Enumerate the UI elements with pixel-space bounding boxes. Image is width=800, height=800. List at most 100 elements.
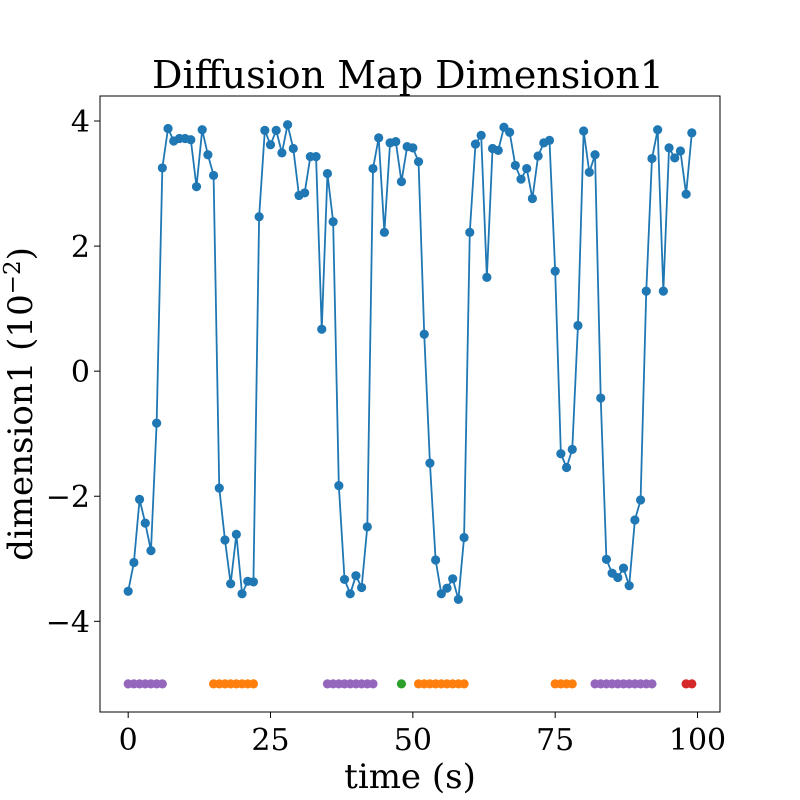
- data-point: [277, 148, 287, 158]
- data-point: [357, 582, 367, 593]
- data-point: [396, 177, 407, 187]
- data-point: [681, 189, 691, 199]
- data-point: [152, 418, 162, 428]
- plot-frame: [99, 95, 721, 713]
- data-point: [197, 125, 207, 135]
- data-point: [448, 574, 458, 584]
- chart-title: Diffusion Map Dimension1: [152, 53, 664, 97]
- data-point: [146, 546, 156, 556]
- state-marker-purple: [368, 679, 378, 689]
- data-point: [123, 586, 133, 596]
- data-point: [140, 518, 150, 528]
- state-marker-purple: [157, 679, 167, 689]
- data-point: [561, 462, 572, 473]
- data-point: [271, 125, 281, 135]
- data-point: [334, 481, 344, 491]
- data-point: [345, 589, 355, 599]
- x-tick-label: 25: [251, 723, 289, 758]
- data-point: [579, 126, 589, 136]
- data-point: [260, 125, 270, 135]
- data-point: [590, 150, 600, 160]
- data-point: [413, 157, 424, 167]
- data-point: [641, 286, 651, 296]
- data-point: [351, 571, 361, 581]
- data-point: [368, 163, 378, 174]
- data-point: [516, 174, 526, 184]
- data-point: [647, 153, 657, 164]
- data-point: [556, 449, 566, 459]
- data-point: [425, 458, 435, 468]
- data-point: [317, 324, 327, 334]
- data-point: [134, 494, 145, 504]
- data-point: [653, 125, 663, 135]
- state-marker-red: [687, 679, 697, 689]
- state-markers-layer: [123, 679, 697, 689]
- data-point: [442, 583, 452, 593]
- data-point: [203, 150, 213, 160]
- data-point: [505, 127, 515, 137]
- data-point: [573, 320, 583, 331]
- data-point: [214, 483, 224, 493]
- data-point: [231, 529, 241, 539]
- data-point: [265, 140, 276, 150]
- data-point: [596, 393, 606, 403]
- data-point: [584, 167, 594, 177]
- data-point: [630, 515, 640, 525]
- data-point: [311, 152, 321, 162]
- state-marker-orange: [248, 679, 259, 689]
- data-point: [670, 153, 680, 163]
- y-axis-label: dimension1 (10−2): [0, 247, 41, 561]
- data-point: [459, 532, 469, 543]
- data-point: [544, 135, 555, 146]
- y-axis-label-close: ): [1, 247, 41, 260]
- x-tick-label: 75: [536, 723, 574, 758]
- data-point: [613, 572, 623, 583]
- data-point: [624, 581, 634, 591]
- data-point: [533, 151, 543, 161]
- x-axis: 0 25 50 75 100: [119, 712, 726, 758]
- data-point: [254, 212, 264, 222]
- data-point: [339, 574, 350, 585]
- data-point: [129, 557, 139, 568]
- data-point: [567, 444, 577, 454]
- data-point: [288, 143, 298, 154]
- state-marker-purple: [647, 679, 657, 689]
- data-point: [476, 130, 486, 140]
- data-point: [208, 170, 219, 181]
- data-point: [322, 168, 333, 179]
- data-point: [237, 589, 247, 599]
- data-point: [163, 123, 173, 134]
- data-point: [226, 579, 236, 589]
- data-point: [362, 522, 372, 532]
- y-axis-label-exponent: −2: [0, 260, 26, 294]
- data-point: [431, 555, 441, 565]
- data-point: [470, 139, 481, 149]
- y-axis: −4 −2 0 2 4: [46, 105, 100, 640]
- data-point: [465, 227, 475, 237]
- data-point: [391, 137, 401, 147]
- x-tick-label: 100: [669, 723, 726, 758]
- data-point: [379, 227, 389, 237]
- state-marker-orange: [567, 679, 577, 689]
- y-tick-label: 0: [71, 355, 90, 390]
- x-axis-label: time (s): [344, 757, 476, 797]
- data-point: [601, 554, 612, 565]
- data-point: [675, 146, 686, 156]
- data-point: [419, 329, 429, 339]
- x-tick-label: 50: [394, 723, 432, 758]
- data-point: [282, 120, 293, 130]
- data-point: [658, 286, 668, 296]
- data-point: [248, 577, 259, 587]
- data-point: [157, 163, 167, 173]
- data-point: [186, 135, 196, 145]
- data-point: [493, 145, 503, 156]
- state-marker-green: [396, 679, 407, 689]
- y-tick-label: −4: [46, 605, 90, 640]
- data-point: [522, 163, 532, 174]
- state-marker-orange: [459, 679, 469, 689]
- data-point: [300, 188, 310, 198]
- data-point: [328, 217, 338, 227]
- series-layer: [123, 120, 697, 605]
